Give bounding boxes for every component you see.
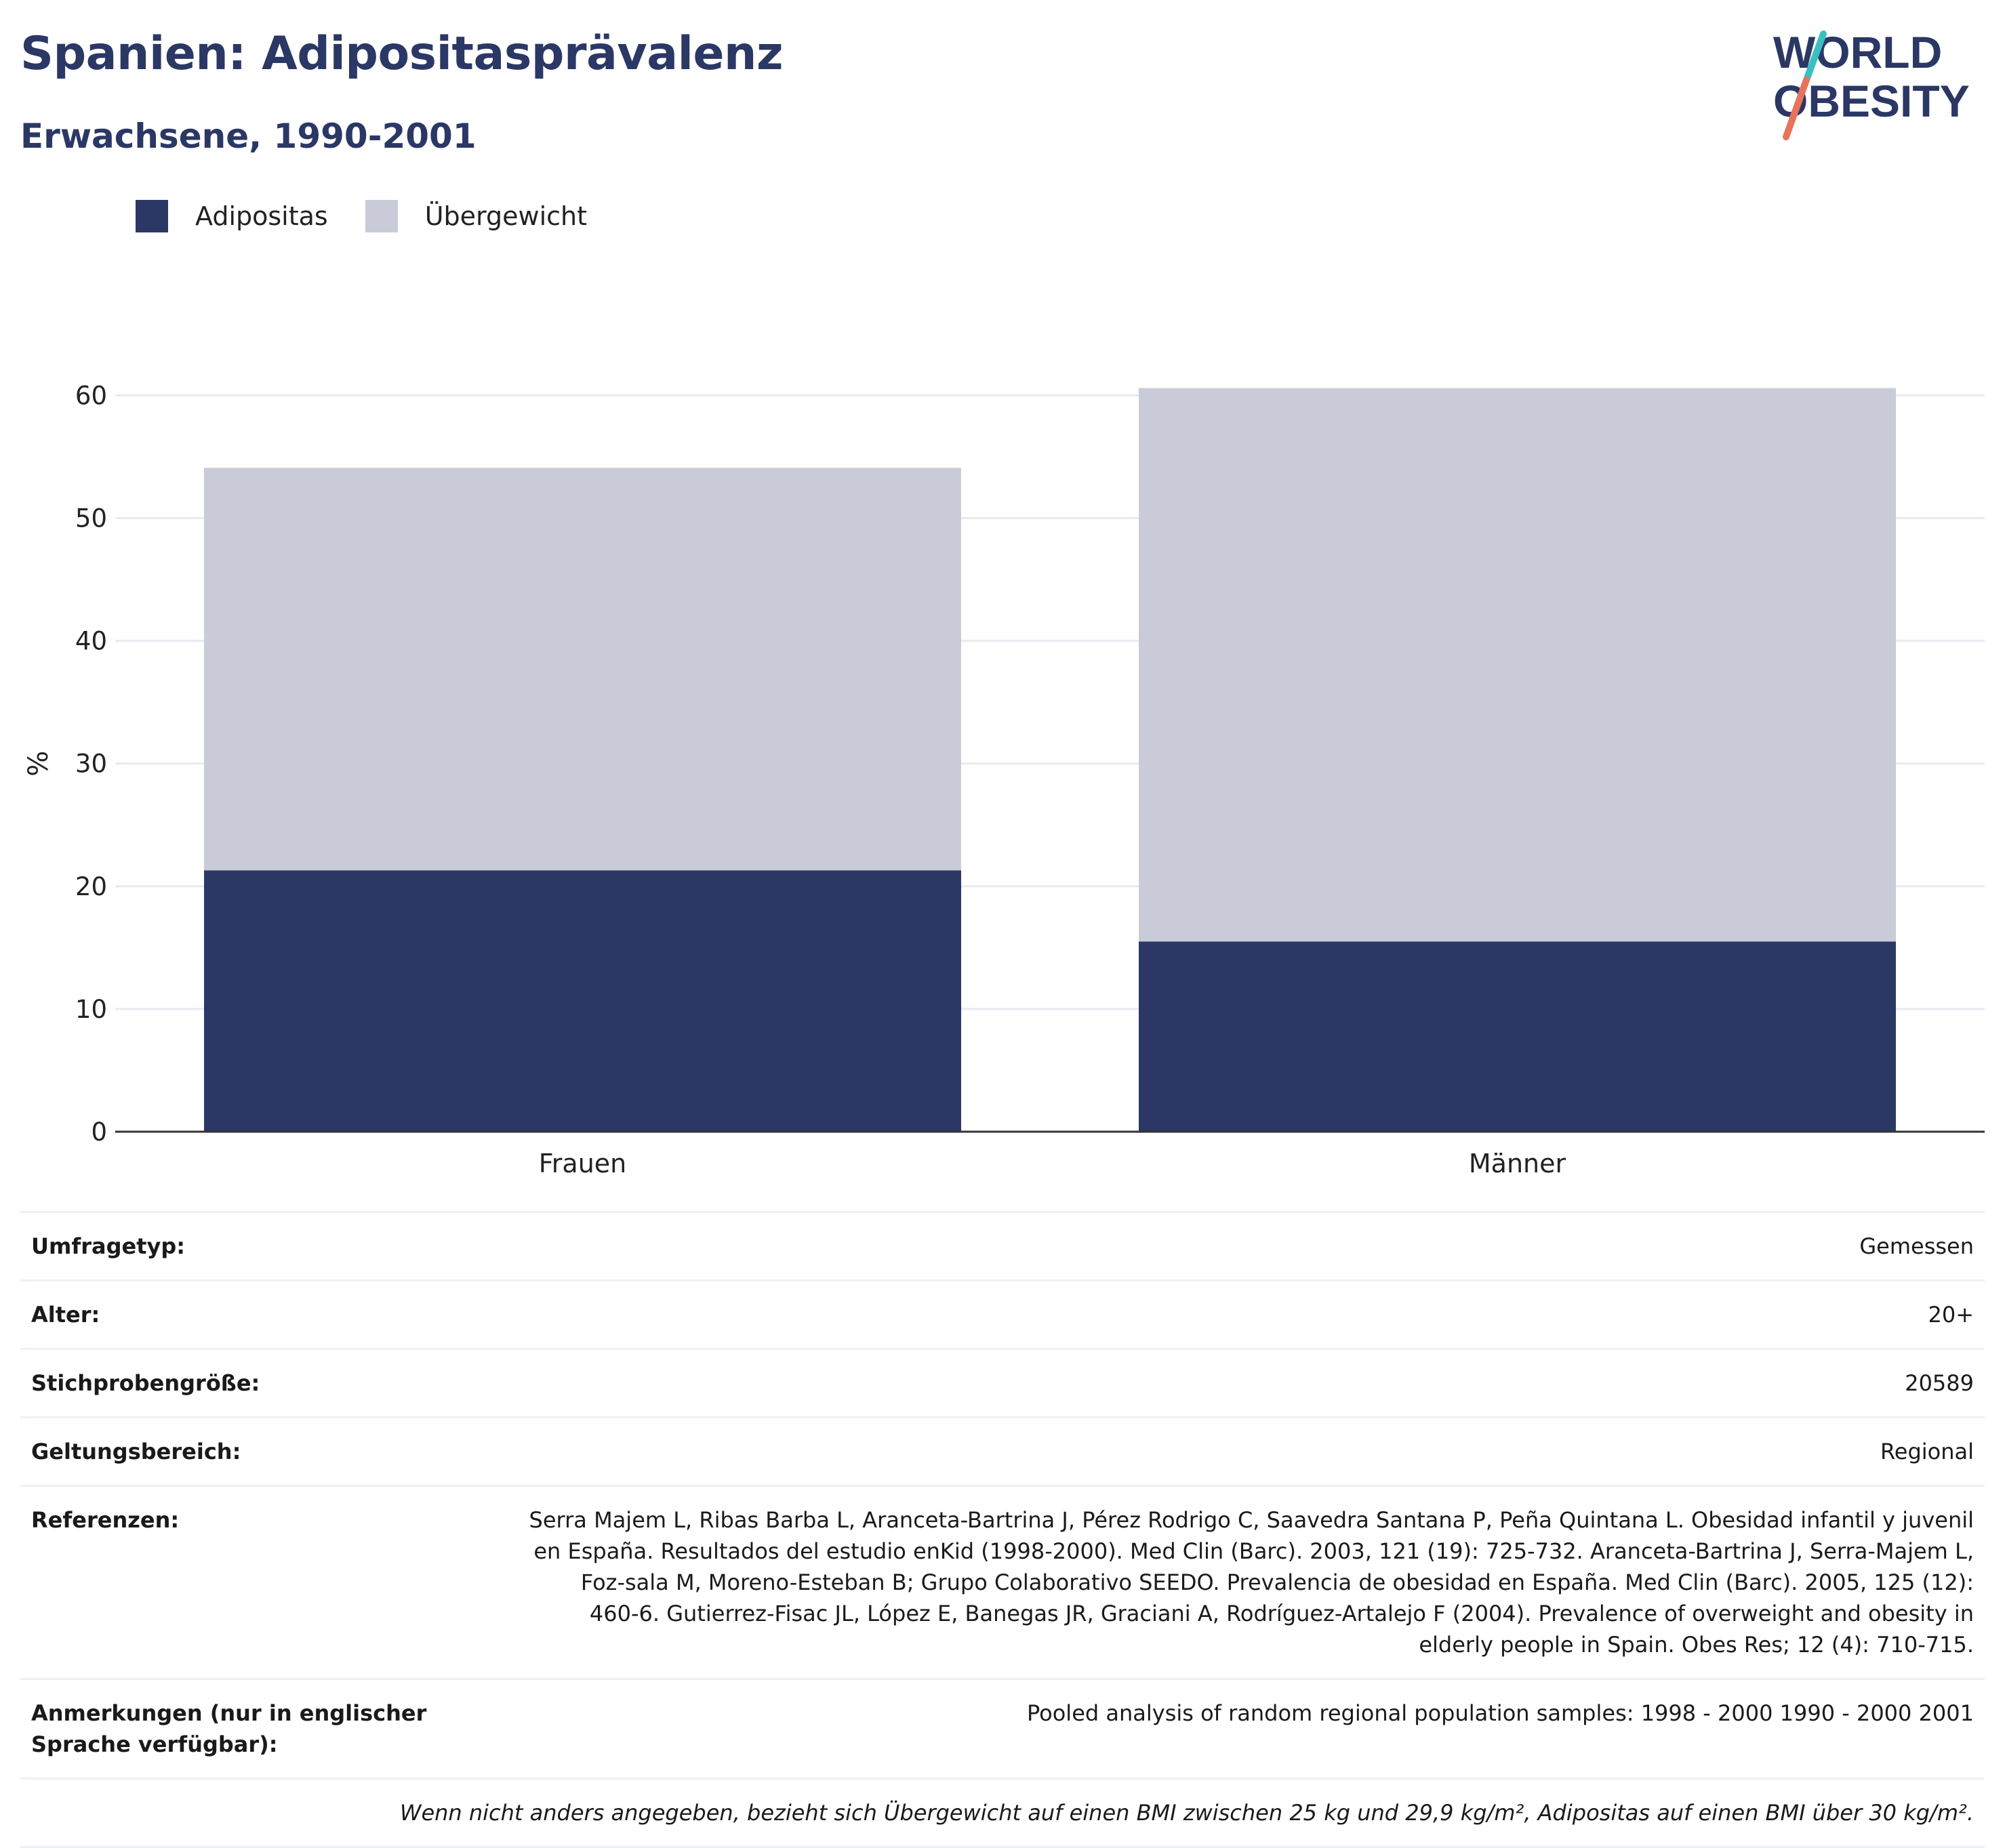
y-tick-label: 60 bbox=[75, 381, 107, 410]
info-key: Stichprobengröße: bbox=[20, 1348, 517, 1418]
info-row: Stichprobengröße: 20589 bbox=[20, 1348, 1985, 1418]
stacked-bar-chart: 0 10 20 30 40 50 60% Frauen Männer bbox=[23, 381, 1985, 1178]
legend-swatch-adipositas bbox=[136, 200, 168, 232]
info-key: Anmerkungen (nur in englischer Sprache v… bbox=[20, 1678, 517, 1779]
footnote: Wenn nicht anders angegeben, bezieht sic… bbox=[20, 1778, 1985, 1848]
info-key: Referenzen: bbox=[20, 1485, 517, 1679]
y-tick-label: 0 bbox=[91, 1117, 107, 1147]
y-tick-label: 10 bbox=[75, 995, 107, 1024]
legend-item-adipositas[interactable]: Adipositas bbox=[136, 200, 328, 232]
legend-item-uebergewicht[interactable]: Übergewicht bbox=[365, 200, 587, 232]
chart-legend: Adipositas Übergewicht bbox=[136, 200, 624, 232]
world-obesity-logo: WORLD OBESITY bbox=[1773, 27, 1970, 140]
x-tick-label: Frauen bbox=[539, 1149, 627, 1178]
info-row: Referenzen: Serra Majem L, Ribas Barba L,… bbox=[20, 1485, 1985, 1679]
y-tick-label: 50 bbox=[75, 504, 107, 533]
bar-uebergewicht-1 bbox=[1139, 388, 1896, 942]
info-value: Regional bbox=[517, 1416, 1985, 1486]
bar-adipositas-0 bbox=[204, 870, 961, 1132]
info-row: Alter: 20+ bbox=[20, 1279, 1985, 1349]
legend-swatch-uebergewicht bbox=[365, 200, 398, 232]
info-value: 20589 bbox=[517, 1348, 1985, 1418]
info-row: Anmerkungen (nur in englischer Sprache v… bbox=[20, 1678, 1985, 1779]
info-key: Geltungsbereich: bbox=[20, 1416, 517, 1486]
info-table: Umfragetyp: Gemessen Alter: 20+ Stichprobeng… bbox=[20, 1211, 1985, 1848]
y-axis-label: % bbox=[23, 751, 54, 777]
y-tick-label: 30 bbox=[75, 750, 107, 779]
info-value: Gemessen bbox=[517, 1211, 1985, 1281]
info-key: Umfragetyp: bbox=[20, 1211, 517, 1281]
info-value: 20+ bbox=[517, 1279, 1985, 1349]
x-tick-label: Männer bbox=[1469, 1149, 1566, 1178]
y-tick-label: 40 bbox=[75, 627, 107, 656]
logo-slash-teal bbox=[1803, 30, 1827, 83]
info-value: Pooled analysis of random regional popul… bbox=[517, 1678, 1985, 1779]
bar-uebergewicht-0 bbox=[204, 468, 961, 871]
bar-adipositas-1 bbox=[1139, 941, 1896, 1132]
legend-label-uebergewicht: Übergewicht bbox=[424, 201, 587, 231]
page-title: Spanien: Adipositasprävalenz bbox=[20, 27, 784, 81]
footnote-row: Wenn nicht anders angegeben, bezieht sic… bbox=[20, 1778, 1985, 1848]
info-value: Serra Majem L, Ribas Barba L, Aranceta-B… bbox=[517, 1485, 1985, 1679]
info-key: Alter: bbox=[20, 1279, 517, 1349]
y-tick-label: 20 bbox=[75, 872, 107, 901]
logo-line1: WORLD bbox=[1773, 27, 1942, 77]
logo-slash-coral bbox=[1783, 77, 1810, 140]
info-row: Geltungsbereich: Regional bbox=[20, 1416, 1985, 1486]
info-row: Umfragetyp: Gemessen bbox=[20, 1211, 1985, 1281]
legend-label-adipositas: Adipositas bbox=[195, 201, 328, 231]
page-subtitle: Erwachsene, 1990-2001 bbox=[20, 117, 477, 156]
